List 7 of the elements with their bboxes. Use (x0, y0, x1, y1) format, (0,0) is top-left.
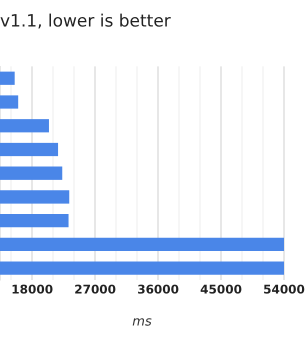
x-axis-title: ms (132, 314, 152, 330)
x-tick-label: 36000 (137, 282, 179, 296)
chart-title: v1.1, lower is better (0, 12, 171, 32)
x-tick-label: 54000 (263, 282, 305, 296)
x-tick-label: 18000 (11, 282, 54, 296)
x-tick-label: 27000 (74, 282, 116, 296)
x-tick-label: 45000 (200, 282, 242, 296)
